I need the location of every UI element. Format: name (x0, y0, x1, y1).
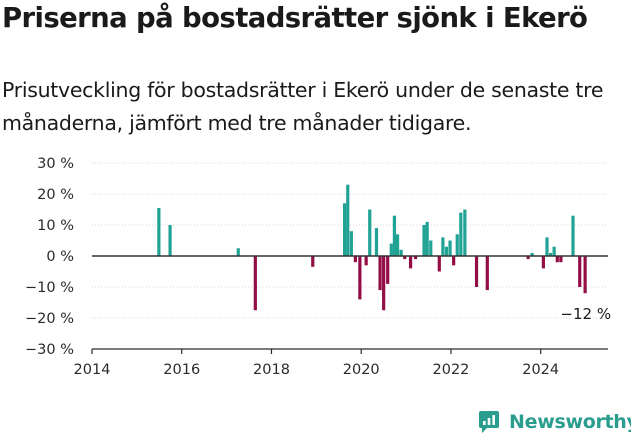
x-tick-label: 2020 (343, 362, 380, 378)
bar (253, 256, 257, 311)
bar (358, 256, 362, 300)
bar (545, 237, 549, 256)
bar (343, 203, 347, 256)
bar (559, 256, 563, 263)
bar (311, 256, 315, 267)
bar (526, 256, 530, 260)
bar (157, 207, 161, 256)
bar (448, 240, 452, 256)
bar (374, 228, 379, 256)
newsworthy-logo-icon (479, 411, 499, 433)
bar (386, 256, 390, 284)
x-tick-label: 2024 (522, 362, 559, 378)
x-tick-label: 2022 (433, 362, 470, 378)
x-tick-label: 2014 (74, 362, 111, 378)
bar (452, 256, 456, 266)
x-tick-label: 2018 (253, 362, 290, 378)
bar (444, 246, 449, 256)
bar (403, 256, 407, 260)
last-value-label: −12 % (560, 305, 611, 323)
bar (548, 252, 553, 256)
bar (392, 215, 397, 256)
bar (408, 256, 413, 269)
bar (168, 225, 172, 256)
bar (364, 256, 368, 266)
bar (346, 184, 350, 256)
bar (583, 256, 587, 294)
bar (378, 256, 382, 291)
bar (541, 256, 545, 269)
bar (474, 256, 479, 287)
chart-subtitle: Prisutveckling för bostadsrätter i Ekerö… (2, 78, 604, 135)
bar (463, 209, 467, 256)
bar (552, 246, 556, 256)
bar (399, 249, 403, 256)
bar (530, 252, 534, 256)
y-tick-label: −20 % (25, 311, 74, 327)
bar (455, 234, 459, 256)
bar (425, 221, 429, 256)
y-tick-label: 10 % (37, 218, 74, 234)
bar (413, 256, 418, 260)
chart-title: Priserna på bostadsrätter sjönk i Ekerö (2, 2, 588, 34)
bar (429, 240, 433, 256)
bar (382, 256, 386, 311)
bar (555, 256, 559, 263)
bar (571, 215, 575, 256)
bar (353, 256, 357, 263)
bar (485, 256, 489, 291)
bar (441, 237, 445, 256)
bar (578, 256, 582, 287)
bar (422, 225, 426, 256)
y-tick-label: −10 % (25, 280, 74, 296)
brand-name: Newsworthy (509, 411, 631, 433)
y-tick-label: 0 % (46, 249, 74, 265)
bar (389, 243, 393, 256)
bar (349, 231, 353, 256)
bar (437, 256, 441, 272)
x-tick-label: 2016 (163, 362, 200, 378)
y-tick-label: −30 % (25, 342, 74, 358)
brand-logo: Newsworthy (476, 408, 631, 436)
bar (395, 234, 400, 256)
y-tick-label: 30 % (37, 156, 74, 172)
bar (368, 209, 372, 256)
y-tick-label: 20 % (37, 187, 74, 203)
bar (236, 248, 240, 256)
bar (459, 212, 463, 256)
